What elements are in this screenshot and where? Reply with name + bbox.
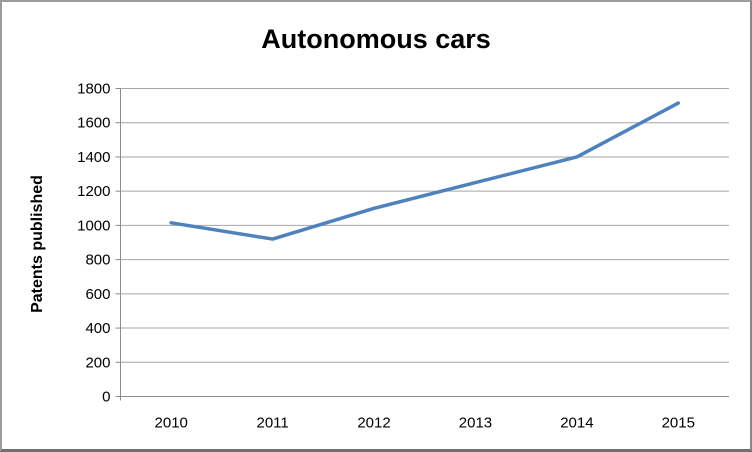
y-axis-tick-label: 1400	[77, 149, 110, 166]
y-axis-tick-label: 1600	[77, 115, 110, 132]
y-axis-tick-label: 1200	[77, 183, 110, 200]
x-axis-tick-label: 2012	[357, 415, 390, 432]
y-axis-tick-label: 0	[102, 389, 110, 406]
y-axis-tick-label: 1800	[77, 81, 110, 98]
x-axis-tick-label: 2010	[155, 415, 188, 432]
x-axis-tick-label: 2015	[662, 415, 695, 432]
y-axis-tick-label: 800	[85, 252, 110, 269]
y-axis-tick-label: 1000	[77, 217, 110, 234]
chart-title: Autonomous cars	[261, 24, 491, 54]
y-axis-tick-label: 400	[85, 320, 110, 337]
data-line-patents-published	[169, 101, 681, 241]
x-axis-tick-label: 2011	[256, 415, 288, 432]
y-axis-tick-label: 600	[85, 286, 110, 303]
x-axis-tick-label: 2014	[560, 415, 593, 432]
y-axis-title: Patents published	[29, 175, 46, 313]
x-axis-tick-label: 2013	[459, 415, 492, 432]
y-axis-tick-label: 200	[85, 354, 110, 371]
